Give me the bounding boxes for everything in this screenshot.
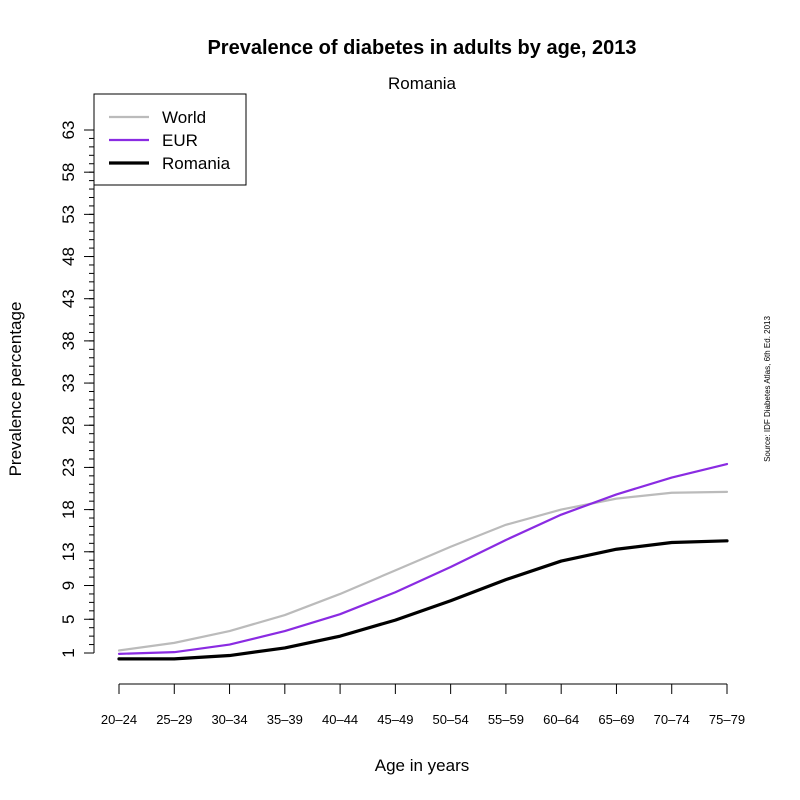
y-tick-label: 43 bbox=[59, 289, 78, 308]
chart-subtitle: Romania bbox=[388, 74, 457, 93]
y-tick-label: 53 bbox=[59, 205, 78, 224]
series-line-romania bbox=[117, 539, 729, 661]
x-tick-label: 60–64 bbox=[543, 712, 579, 727]
x-tick-label: 35–39 bbox=[267, 712, 303, 727]
y-tick-label: 9 bbox=[59, 581, 78, 590]
x-axis: 20–24 25–29 30–34 35–39 40–44 45–49 50–54 55–59… bbox=[101, 683, 745, 727]
y-tick-label: 5 bbox=[59, 615, 78, 624]
x-tick-label: 20–24 bbox=[101, 712, 137, 727]
x-tick-label: 30–34 bbox=[211, 712, 247, 727]
y-tick-label: 1 bbox=[59, 648, 78, 657]
x-tick-label: 45–49 bbox=[377, 712, 413, 727]
legend: World EUR Romania bbox=[93, 93, 247, 186]
series-line-world bbox=[117, 490, 729, 652]
x-tick-label: 65–69 bbox=[598, 712, 634, 727]
chart-title: Prevalence of diabetes in adults by age,… bbox=[207, 37, 636, 59]
x-tick-label: 25–29 bbox=[156, 712, 192, 727]
legend-label-eur: EUR bbox=[162, 131, 198, 150]
y-tick-label: 38 bbox=[59, 331, 78, 350]
y-axis-label: Prevalence percentage bbox=[6, 302, 25, 477]
y-tick-label: 28 bbox=[59, 416, 78, 435]
y-axis: 1 5 9 13 18 23 28 33 38 43 48 53 58 63 bbox=[59, 121, 95, 658]
legend-label-romania: Romania bbox=[162, 154, 231, 173]
x-tick-label: 75–79 bbox=[709, 712, 745, 727]
source-note: Source: IDF Diabetes Atlas, 6th Ed. 2013 bbox=[763, 316, 772, 462]
x-tick-label: 70–74 bbox=[654, 712, 690, 727]
y-tick-label: 13 bbox=[59, 542, 78, 561]
x-tick-label: 40–44 bbox=[322, 712, 358, 727]
legend-label-world: World bbox=[162, 108, 206, 127]
x-tick-label: 50–54 bbox=[433, 712, 469, 727]
x-axis-label: Age in years bbox=[375, 756, 470, 775]
x-tick-label: 55–59 bbox=[488, 712, 524, 727]
series-lines bbox=[117, 462, 729, 661]
y-tick-label: 63 bbox=[59, 121, 78, 140]
y-tick-label: 58 bbox=[59, 163, 78, 182]
y-tick-label: 18 bbox=[59, 500, 78, 519]
series-line-eur bbox=[117, 462, 729, 655]
y-tick-label: 23 bbox=[59, 458, 78, 477]
y-tick-label: 33 bbox=[59, 374, 78, 393]
y-tick-label: 48 bbox=[59, 247, 78, 266]
